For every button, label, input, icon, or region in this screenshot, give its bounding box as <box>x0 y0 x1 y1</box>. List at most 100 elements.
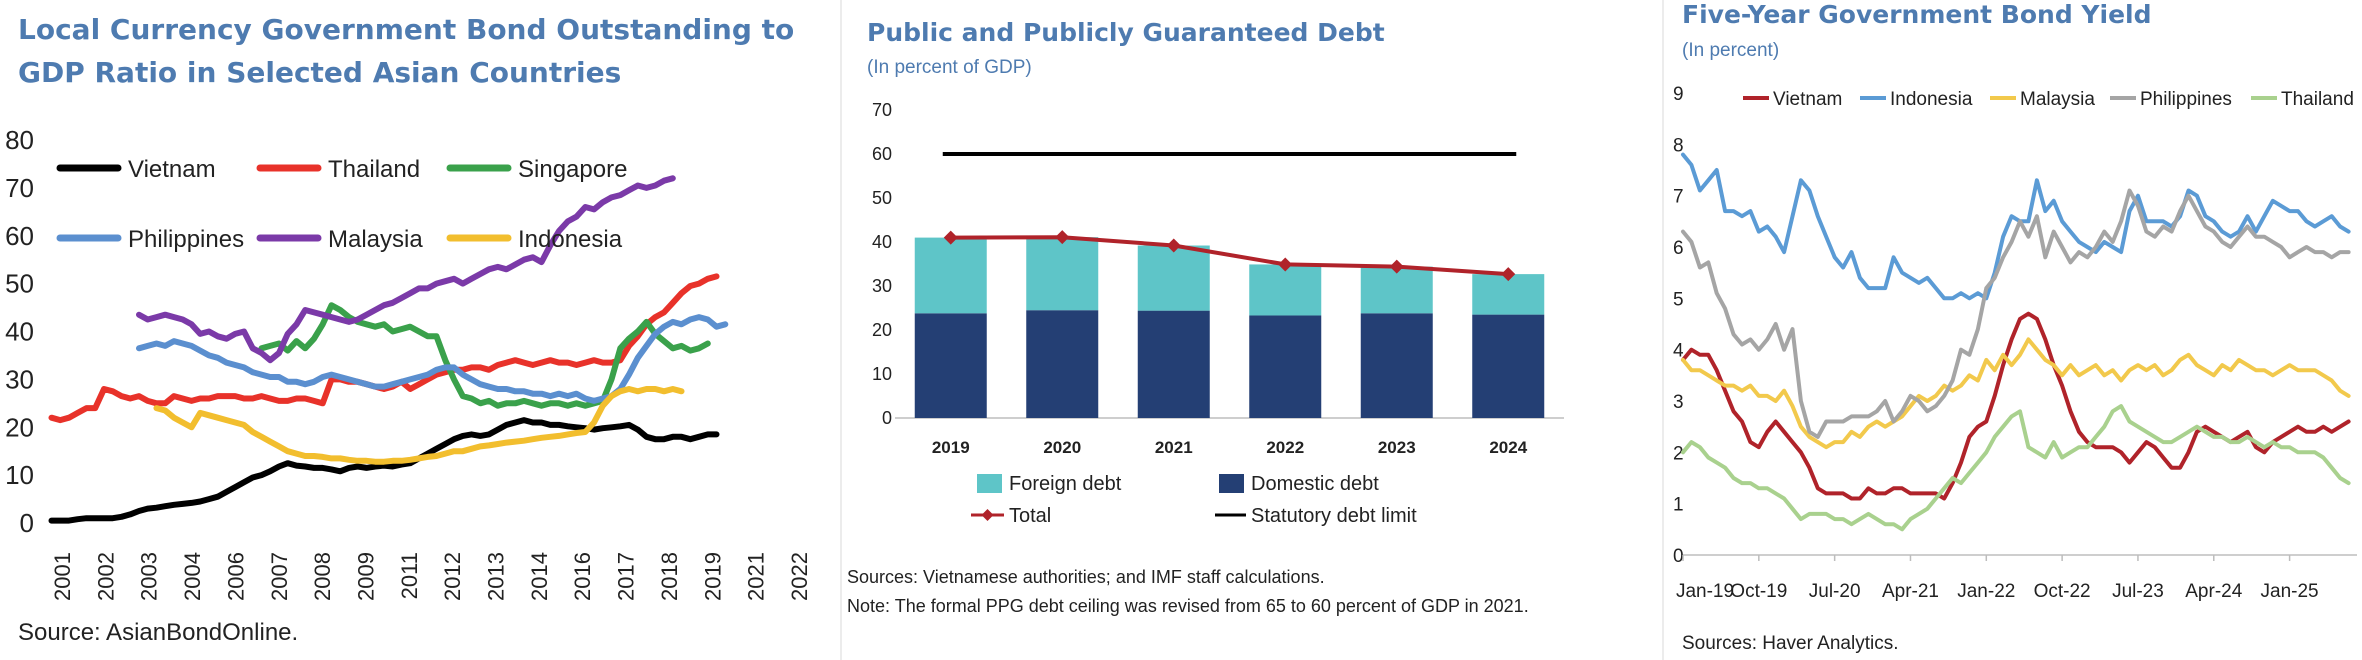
chart1-xtick-5: 2007 <box>267 552 292 601</box>
chart1-xtick-13: 2017 <box>614 552 639 601</box>
chart2-total-point-2022 <box>1278 257 1293 272</box>
chart1-legend-label-vietnam: Vietnam <box>128 156 216 183</box>
chart3-ytick-3: 3 <box>1673 392 1684 413</box>
chart3-ytick-0: 0 <box>1673 546 1684 567</box>
chart1-xtick-17: 2022 <box>787 552 812 601</box>
chart2-xtick-2024: 2024 <box>1489 438 1527 457</box>
chart3-xtick-0: Jan-19 <box>1676 581 1734 602</box>
chart1-ytick-50: 50 <box>5 269 34 299</box>
chart2-bar-foreign-2020 <box>1026 237 1099 311</box>
chart3-ytick-7: 7 <box>1673 187 1684 208</box>
chart2-ytick-20: 20 <box>872 320 892 340</box>
chart2-legend-label-limit: Statutory debt limit <box>1251 505 1417 527</box>
chart2-legend-marker-total <box>981 509 994 521</box>
chart3-legend-label-thailand: Thailand <box>2281 89 2354 110</box>
chart1-svg: 0 10 20 30 40 50 60 70 80 2001 2002 2003 2004 2006 200… <box>5 125 812 601</box>
chart3-ytick-2: 2 <box>1673 443 1684 464</box>
chart3-xtick-7: Apr-24 <box>2185 581 2242 602</box>
chart3-subtitle: (In percent) <box>1682 40 1780 61</box>
chart2-sources: Sources: Vietnamese authorities; and IMF… <box>847 567 1325 587</box>
chart3-legend-label-indonesia: Indonesia <box>1890 89 1973 110</box>
chart2-ytick-40: 40 <box>872 232 892 252</box>
chart1-xtick-8: 2011 <box>397 552 422 599</box>
chart2-total-point-2024 <box>1501 267 1516 282</box>
chart2-legend-label-foreign: Foreign debt <box>1009 473 1122 495</box>
chart1-ytick-20: 20 <box>5 412 34 442</box>
chart3-series-thailand <box>1681 404 2351 532</box>
chart2-bar-foreign-2022 <box>1249 264 1322 316</box>
chart3-sources: Sources: Haver Analytics. <box>1682 633 1899 654</box>
chart2-xtick-2023: 2023 <box>1378 438 1416 457</box>
bond-outstanding-panel: Local Currency Government Bond Outstandi… <box>0 0 840 660</box>
chart3-ytick-8: 8 <box>1673 135 1684 156</box>
chart2-bar-domestic-2020 <box>1026 310 1099 418</box>
chart3-series-vietnam <box>1681 311 2351 501</box>
chart1-title-line1: Local Currency Government Bond Outstandi… <box>18 13 795 46</box>
chart1-series-vietnam <box>48 417 720 524</box>
chart2-bar-foreign-2019 <box>914 237 987 314</box>
chart3-ytick-4: 4 <box>1673 341 1684 362</box>
bond-yield-panel: Five-Year Government Bond Yield (In perc… <box>1665 0 2362 660</box>
chart1-xtick-7: 2009 <box>353 552 378 601</box>
chart3-series-philippines <box>1681 188 2351 439</box>
chart2-total-point-2023 <box>1389 259 1404 274</box>
chart1-ytick-80: 80 <box>5 125 34 155</box>
chart2-bar-domestic-2023 <box>1360 313 1433 418</box>
chart3-xtick-4: Jan-22 <box>1957 581 2015 602</box>
chart3-xtick-8: Jan-25 <box>2261 581 2319 602</box>
chart1-series-thailand <box>48 273 720 424</box>
chart3-xtick-1: Oct-19 <box>1730 581 1787 602</box>
divider-1 <box>840 0 842 660</box>
chart2-bar-foreign-2021 <box>1137 245 1210 311</box>
chart3-ytick-1: 1 <box>1673 495 1684 516</box>
chart1-series-singapore <box>258 302 711 409</box>
chart2-xtick-2020: 2020 <box>1043 438 1081 457</box>
chart3-xtick-5: Oct-22 <box>2034 581 2091 602</box>
chart2-total-point-2020 <box>1055 230 1070 245</box>
chart2-bar-domestic-2024 <box>1472 314 1545 418</box>
chart2-bar-domestic-2019 <box>914 313 987 418</box>
chart1-xtick-1: 2002 <box>93 552 118 601</box>
chart2-ytick-0: 0 <box>882 408 892 428</box>
chart2-title: Public and Publicly Guaranteed Debt <box>867 18 1385 47</box>
chart2-xtick-2022: 2022 <box>1266 438 1304 457</box>
chart1-ytick-60: 60 <box>5 221 34 251</box>
chart3-xtick-6: Jul-23 <box>2112 581 2164 602</box>
chart3-ytick-6: 6 <box>1673 238 1684 259</box>
chart1-xtick-16: 2021 <box>744 552 769 601</box>
chart3-ytick-5: 5 <box>1673 289 1684 310</box>
chart1-xtick-2: 2003 <box>137 552 162 601</box>
chart1-title-line2: GDP Ratio in Selected Asian Countries <box>18 56 622 89</box>
chart3-title: Five-Year Government Bond Yield <box>1682 0 2152 29</box>
chart2-ytick-60: 60 <box>872 144 892 164</box>
chart1-xtick-11: 2014 <box>527 552 552 601</box>
chart1-series-indonesia <box>153 386 685 465</box>
chart1-legend-label-singapore: Singapore <box>518 156 627 183</box>
chart1-legend-label-indonesia: Indonesia <box>518 226 623 253</box>
chart2-total-point-2021 <box>1166 238 1181 253</box>
chart1-ytick-30: 30 <box>5 364 34 394</box>
chart2-ytick-50: 50 <box>872 188 892 208</box>
chart1-legend-label-philippines: Philippines <box>128 226 244 253</box>
chart1-xtick-9: 2012 <box>440 552 465 601</box>
chart2-xtick-2021: 2021 <box>1155 438 1193 457</box>
chart2-subtitle: (In percent of GDP) <box>867 57 1032 78</box>
chart2-total-line <box>950 235 1509 277</box>
chart3-xtick-3: Apr-21 <box>1882 581 1939 602</box>
chart1-ytick-0: 0 <box>20 508 34 538</box>
chart1-xtick-15: 2019 <box>700 552 725 601</box>
chart1-xtick-10: 2013 <box>484 552 509 601</box>
chart2-bar-domestic-2022 <box>1249 315 1322 418</box>
chart1-series-philippines <box>136 314 729 404</box>
chart1-ytick-70: 70 <box>5 173 34 203</box>
chart1-series-malaysia <box>136 175 676 364</box>
chart2-legend-label-domestic: Domestic debt <box>1251 473 1379 495</box>
chart1-ytick-10: 10 <box>5 460 34 490</box>
chart2-legend-label-total: Total <box>1009 505 1051 527</box>
chart3-legend-label-vietnam: Vietnam <box>1773 89 1842 110</box>
chart2-ytick-10: 10 <box>872 364 892 384</box>
chart3-xtick-2: Jul-20 <box>1809 581 1861 602</box>
chart1-ytick-40: 40 <box>5 317 34 347</box>
chart1-legend-label-thailand: Thailand <box>328 156 420 183</box>
